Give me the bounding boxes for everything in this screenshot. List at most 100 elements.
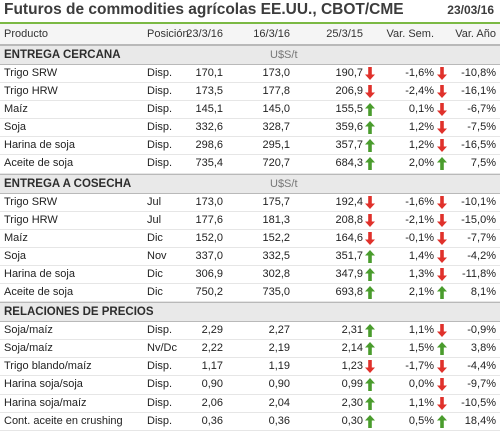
cell-value-current: 173,5 [195,85,223,98]
table-row: Soja/maíz Disp. 2,29 2,27 2,31 1,1% -0,9% [0,322,500,341]
cell-value-prev-year: 190,7 [335,67,363,79]
cell-value-prev-week: 332,5 [262,249,290,262]
cell-weekly-change: 1,1% [408,324,434,337]
column-header-date-current: 23/3/16 [186,28,223,40]
arrow-up-icon [437,157,447,171]
cell-value-prev-week: 295,1 [262,139,290,152]
table-row: Aceite de soja Disp. 735,4 720,7 684,3 2,0% 7,… [0,155,500,174]
arrow-down-icon [437,85,447,99]
cell-yearly-change: -7,5% [467,121,496,134]
arrow-down-icon [437,195,447,209]
arrow-down-icon [437,67,447,80]
cell-product: Trigo blando/maíz [4,360,92,373]
arrow-up-icon [365,249,375,263]
arrow-down-icon [437,378,447,392]
cell-weekly-change: -1,6% [405,195,434,208]
cell-value-prev-year: 2,31 [341,324,363,337]
cell-value-current: 177,6 [195,213,223,226]
cell-product: Cont. aceite en crushing [4,414,123,427]
arrow-up-icon [365,324,375,338]
cell-value-current: 0,90 [201,378,223,391]
cell-position: Disp. [147,378,173,391]
cell-position: Disp. [147,67,173,79]
arrow-up-icon [365,286,375,300]
cell-product: Harina soja/soja [4,378,83,391]
cell-position: Disp. [147,157,173,170]
cell-position: Disp. [147,139,173,152]
cell-weekly-change: 0,5% [408,414,434,427]
cell-position: Disp. [147,85,173,98]
cell-value-prev-year: 0,30 [341,414,363,427]
cell-value-prev-week: 720,7 [262,157,290,170]
cell-yearly-change: -10,5% [461,396,496,409]
cell-value-prev-week: 145,0 [262,103,290,116]
cell-product: Harina de soja [4,267,75,280]
cell-weekly-change: 1,1% [408,396,434,409]
table-row: Trigo HRW Jul 177,6 181,3 208,8 -2,1% -15,0% [0,212,500,230]
column-header-weekly-change: Var. Sem. [386,28,434,40]
cell-value-prev-year: 347,9 [335,267,363,280]
cell-value-prev-week: 0,36 [268,414,290,427]
column-header-row: Producto Posición 23/3/16 16/3/16 25/3/1… [0,24,500,45]
cell-position: Jul [147,195,162,208]
cell-yearly-change: 18,4% [464,414,496,427]
cell-yearly-change: -6,7% [467,103,496,116]
arrow-down-icon [437,324,447,338]
cell-weekly-change: 1,5% [408,342,434,355]
section-unit: U$S/t [270,49,298,61]
section-title: ENTREGA A COSECHA [4,177,132,190]
column-header-date-prev-week: 16/3/16 [253,28,290,40]
cell-value-current: 298,6 [195,139,223,152]
cell-value-prev-week: 1,19 [268,360,290,373]
section-header: RELACIONES DE PRECIOS [0,302,500,323]
arrow-down-icon [437,396,447,410]
cell-weekly-change: 0,1% [408,103,434,116]
cell-value-prev-week: 2,04 [268,396,290,409]
cell-value-prev-year: 192,4 [335,195,363,208]
arrow-up-icon [437,414,447,428]
cell-value-prev-week: 181,3 [262,213,290,226]
cell-yearly-change: -4,4% [467,360,496,373]
cell-product: Aceite de soja [4,157,74,170]
cell-product: Trigo HRW [4,85,58,98]
cell-product: Trigo HRW [4,213,58,226]
cell-position: Disp. [147,360,173,373]
cell-value-current: 337,0 [195,249,223,262]
cell-product: Maíz [4,103,28,116]
cell-value-prev-year: 684,3 [335,157,363,170]
cell-weekly-change: 2,1% [408,286,434,299]
cell-value-prev-year: 164,6 [335,231,363,244]
cell-product: Maíz [4,231,28,244]
arrow-up-icon [365,414,375,428]
cell-yearly-change: -7,7% [467,231,496,244]
cell-yearly-change: 8,1% [470,286,496,299]
table-row: Harina de soja Disp. 298,6 295,1 357,7 1,2% -1… [0,137,500,156]
section-unit: U$S/t [270,177,298,190]
table-row: Harina soja/maíz Disp. 2,06 2,04 2,30 1,1% -10… [0,395,500,413]
cell-weekly-change: -1,6% [405,67,434,79]
arrow-up-icon [365,139,375,153]
table-row: Aceite de soja Dic 750,2 735,0 693,8 2,1% 8,1% [0,284,500,303]
arrow-up-icon [437,342,447,356]
cell-product: Soja/maíz [4,342,53,355]
cell-position: Disp. [147,324,173,337]
table-row: Cont. aceite en crushing Disp. 0,36 0,36 0,3… [0,413,500,431]
cell-product: Harina soja/maíz [4,396,87,409]
cell-value-current: 306,9 [195,267,223,280]
cell-yearly-change: 3,8% [470,342,496,355]
arrow-down-icon [365,67,375,80]
cell-weekly-change: 2,0% [408,157,434,170]
cell-yearly-change: -0,9% [467,324,496,337]
cell-value-prev-year: 2,30 [341,396,363,409]
cell-value-prev-week: 177,8 [262,85,290,98]
cell-value-prev-week: 152,2 [262,231,290,244]
cell-position: Dic [147,286,163,299]
column-header-product: Producto [4,28,49,40]
cell-value-current: 2,29 [201,324,223,337]
section-title: ENTREGA CERCANA [4,49,121,61]
arrow-up-icon [365,396,375,410]
cell-position: Disp. [147,414,173,427]
cell-value-current: 145,1 [195,103,223,116]
cell-value-prev-year: 155,5 [335,103,363,116]
cell-value-current: 0,36 [201,414,223,427]
